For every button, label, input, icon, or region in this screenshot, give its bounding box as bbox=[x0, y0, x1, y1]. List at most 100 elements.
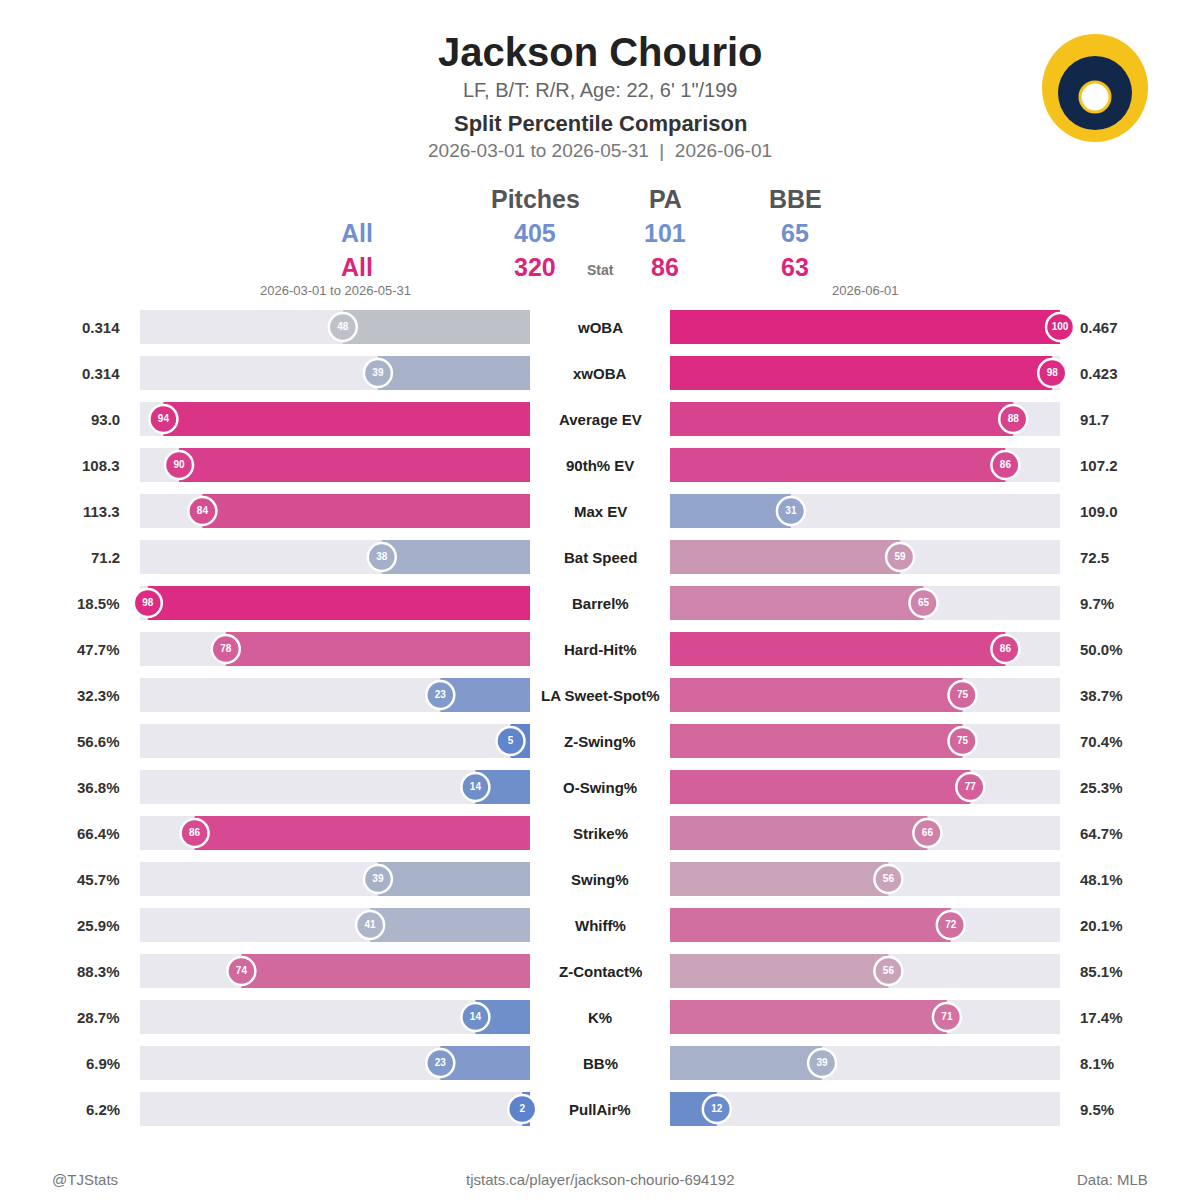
svg-text:405: 405 bbox=[514, 219, 556, 247]
svg-text:65: 65 bbox=[781, 219, 809, 247]
svg-text:88.3%: 88.3% bbox=[77, 963, 120, 980]
svg-text:17.4%: 17.4% bbox=[1080, 1009, 1123, 1026]
svg-text:74: 74 bbox=[236, 965, 248, 976]
svg-text:32.3%: 32.3% bbox=[77, 687, 120, 704]
svg-text:Data: MLB: Data: MLB bbox=[1077, 1171, 1148, 1188]
svg-text:90: 90 bbox=[173, 459, 185, 470]
svg-text:36.8%: 36.8% bbox=[77, 779, 120, 796]
svg-text:85.1%: 85.1% bbox=[1080, 963, 1123, 980]
svg-text:101: 101 bbox=[644, 219, 686, 247]
svg-text:39: 39 bbox=[372, 367, 384, 378]
svg-text:Z-Contact%: Z-Contact% bbox=[559, 963, 642, 980]
svg-text:@TJStats: @TJStats bbox=[52, 1171, 118, 1188]
svg-text:86: 86 bbox=[1000, 643, 1012, 654]
svg-text:Pitches: Pitches bbox=[491, 185, 580, 213]
svg-text:38: 38 bbox=[376, 551, 388, 562]
svg-text:wOBA: wOBA bbox=[577, 319, 623, 336]
svg-text:0.314: 0.314 bbox=[82, 365, 120, 382]
svg-text:2: 2 bbox=[519, 1103, 525, 1114]
svg-text:0.423: 0.423 bbox=[1080, 365, 1118, 382]
svg-text:66.4%: 66.4% bbox=[77, 825, 120, 842]
svg-text:93.0: 93.0 bbox=[91, 411, 120, 428]
svg-text:63: 63 bbox=[781, 253, 809, 281]
svg-text:Barrel%: Barrel% bbox=[572, 595, 629, 612]
svg-text:12: 12 bbox=[711, 1103, 723, 1114]
svg-text:75: 75 bbox=[957, 735, 969, 746]
svg-text:23: 23 bbox=[435, 1057, 447, 1068]
svg-text:25.3%: 25.3% bbox=[1080, 779, 1123, 796]
svg-text:0.467: 0.467 bbox=[1080, 319, 1118, 336]
svg-text:5: 5 bbox=[508, 735, 514, 746]
svg-text:107.2: 107.2 bbox=[1080, 457, 1118, 474]
svg-text:Average EV: Average EV bbox=[559, 411, 642, 428]
svg-text:39: 39 bbox=[817, 1057, 829, 1068]
svg-text:BBE: BBE bbox=[769, 185, 822, 213]
svg-text:71.2: 71.2 bbox=[91, 549, 120, 566]
svg-text:Split Percentile Comparison: Split Percentile Comparison bbox=[454, 111, 747, 136]
svg-text:14: 14 bbox=[470, 1011, 482, 1022]
svg-text:All: All bbox=[341, 219, 373, 247]
svg-text:84: 84 bbox=[197, 505, 209, 516]
svg-text:71: 71 bbox=[941, 1011, 953, 1022]
svg-text:O-Swing%: O-Swing% bbox=[563, 779, 637, 796]
svg-text:50.0%: 50.0% bbox=[1080, 641, 1123, 658]
svg-text:9.7%: 9.7% bbox=[1080, 595, 1114, 612]
svg-text:70.4%: 70.4% bbox=[1080, 733, 1123, 750]
svg-text:108.3: 108.3 bbox=[82, 457, 120, 474]
svg-text:65: 65 bbox=[918, 597, 930, 608]
svg-text:LF, B/T: R/R, Age: 22, 6' 1"/1: LF, B/T: R/R, Age: 22, 6' 1"/199 bbox=[463, 79, 737, 101]
svg-text:38.7%: 38.7% bbox=[1080, 687, 1123, 704]
svg-text:14: 14 bbox=[470, 781, 482, 792]
svg-text:23: 23 bbox=[435, 689, 447, 700]
svg-text:31: 31 bbox=[785, 505, 797, 516]
svg-text:K%: K% bbox=[588, 1009, 612, 1026]
svg-text:90th% EV: 90th% EV bbox=[566, 457, 634, 474]
svg-text:28.7%: 28.7% bbox=[77, 1009, 120, 1026]
svg-text:64.7%: 64.7% bbox=[1080, 825, 1123, 842]
svg-text:6.9%: 6.9% bbox=[86, 1055, 120, 1072]
svg-text:47.7%: 47.7% bbox=[77, 641, 120, 658]
svg-text:86: 86 bbox=[651, 253, 679, 281]
svg-text:8.1%: 8.1% bbox=[1080, 1055, 1114, 1072]
svg-text:94: 94 bbox=[158, 413, 170, 424]
svg-text:BB%: BB% bbox=[583, 1055, 618, 1072]
svg-text:75: 75 bbox=[957, 689, 969, 700]
svg-text:Hard-Hit%: Hard-Hit% bbox=[564, 641, 637, 658]
svg-text:0.314: 0.314 bbox=[82, 319, 120, 336]
svg-text:Whiff%: Whiff% bbox=[575, 917, 626, 934]
svg-text:2026-06-01: 2026-06-01 bbox=[832, 283, 899, 298]
svg-text:41: 41 bbox=[365, 919, 377, 930]
svg-text:39: 39 bbox=[372, 873, 384, 884]
svg-text:6.2%: 6.2% bbox=[86, 1101, 120, 1118]
svg-text:113.3: 113.3 bbox=[83, 503, 120, 520]
svg-text:72.5: 72.5 bbox=[1080, 549, 1109, 566]
svg-text:56: 56 bbox=[883, 965, 895, 976]
svg-text:56.6%: 56.6% bbox=[77, 733, 120, 750]
svg-text:Bat Speed: Bat Speed bbox=[564, 549, 637, 566]
svg-text:91.7: 91.7 bbox=[1080, 411, 1109, 428]
svg-text:88: 88 bbox=[1008, 413, 1020, 424]
svg-text:72: 72 bbox=[945, 919, 957, 930]
svg-text:PA: PA bbox=[649, 185, 682, 213]
svg-text:Swing%: Swing% bbox=[571, 871, 629, 888]
svg-text:48.1%: 48.1% bbox=[1080, 871, 1123, 888]
svg-text:LA Sweet-Spot%: LA Sweet-Spot% bbox=[541, 687, 660, 704]
svg-text:Strike%: Strike% bbox=[573, 825, 628, 842]
svg-text:2026-03-01 to 2026-05-31: 2026-03-01 to 2026-05-31 bbox=[260, 283, 411, 298]
svg-text:Z-Swing%: Z-Swing% bbox=[564, 733, 636, 750]
svg-text:98: 98 bbox=[142, 597, 154, 608]
svg-text:25.9%: 25.9% bbox=[77, 917, 120, 934]
svg-text:78: 78 bbox=[220, 643, 232, 654]
svg-text:320: 320 bbox=[514, 253, 556, 281]
svg-text:2026-03-01 to 2026-05-31 | 2: 2026-03-01 to 2026-05-31 | 2026-06-01 bbox=[428, 140, 772, 161]
svg-text:86: 86 bbox=[1000, 459, 1012, 470]
svg-text:66: 66 bbox=[922, 827, 934, 838]
svg-text:Max EV: Max EV bbox=[574, 503, 627, 520]
svg-text:xwOBA: xwOBA bbox=[573, 365, 627, 382]
svg-text:98: 98 bbox=[1047, 367, 1059, 378]
svg-text:86: 86 bbox=[189, 827, 201, 838]
svg-text:Jackson Chourio: Jackson Chourio bbox=[438, 30, 763, 74]
svg-text:59: 59 bbox=[895, 551, 907, 562]
svg-text:All: All bbox=[341, 253, 373, 281]
svg-text:100: 100 bbox=[1052, 321, 1069, 332]
